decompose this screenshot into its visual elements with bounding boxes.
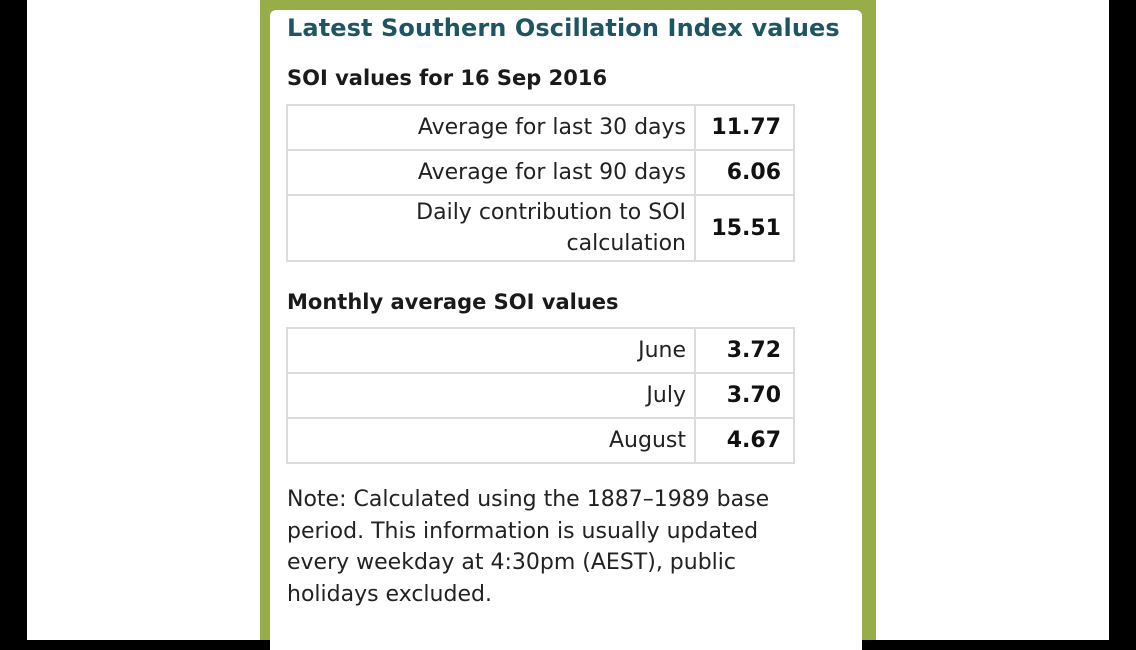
row-label: August [286,417,696,464]
row-value: 6.06 [694,149,795,196]
row-label: July [286,372,696,419]
soi-values-heading: SOI values for 16 Sep 2016 [287,66,608,90]
row-label: Average for last 90 days [286,149,696,196]
table-row: June 3.72 [286,327,795,374]
monthly-values-table: June 3.72 July 3.70 August 4.67 [286,327,795,464]
row-label: Average for last 30 days [286,104,696,151]
row-value: 15.51 [694,194,795,262]
row-label: June [286,327,696,374]
panel-title: Latest Southern Oscillation Index values [287,14,840,42]
monthly-values-heading: Monthly average SOI values [287,290,619,314]
row-value: 11.77 [694,104,795,151]
table-row: Average for last 30 days 11.77 [286,104,795,151]
update-note: Note: Calculated using the 1887–1989 bas… [287,487,770,607]
row-label: Daily contribution to SOI calculation [286,194,696,262]
row-value: 3.72 [694,327,795,374]
table-row: Daily contribution to SOI calculation 15… [286,194,795,262]
row-value: 3.70 [694,372,795,419]
table-row: July 3.70 [286,372,795,419]
soi-values-table: Average for last 30 days 11.77 Average f… [286,104,795,262]
table-row: Average for last 90 days 6.06 [286,149,795,196]
table-row: August 4.67 [286,417,795,464]
row-value: 4.67 [694,417,795,464]
